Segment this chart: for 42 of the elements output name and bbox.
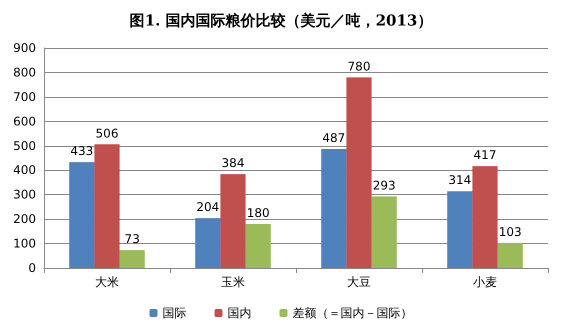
bar xyxy=(94,144,120,268)
bar xyxy=(246,224,271,268)
y-tick-label: 500 xyxy=(13,138,36,153)
y-tick-label: 300 xyxy=(13,188,36,202)
bar xyxy=(321,148,346,268)
data-label: 204 xyxy=(196,200,220,214)
data-label: 780 xyxy=(348,59,370,74)
y-tick-label: 700 xyxy=(13,90,36,104)
data-label: 487 xyxy=(322,130,346,145)
data-label: 506 xyxy=(96,126,118,140)
y-tick-label: 100 xyxy=(13,236,36,251)
bar xyxy=(220,174,246,268)
legend-label: 国际 xyxy=(162,306,186,320)
data-label: 384 xyxy=(222,156,244,170)
data-label: 314 xyxy=(448,173,472,188)
y-tick-label: 200 xyxy=(13,212,36,226)
y-tick-label: 900 xyxy=(13,41,36,55)
data-label: 103 xyxy=(498,224,522,239)
data-label: 293 xyxy=(372,178,396,192)
bar xyxy=(69,162,94,268)
bar xyxy=(498,242,523,268)
bar xyxy=(472,166,498,268)
x-tick-label: 大米 xyxy=(95,275,119,289)
y-tick-label: 0 xyxy=(28,261,36,275)
x-tick-label: 玉米 xyxy=(221,275,245,289)
y-tick-label: 800 xyxy=(13,65,36,80)
x-tick-label: 大豆 xyxy=(347,275,371,289)
bar xyxy=(120,250,145,268)
data-label: 73 xyxy=(124,232,140,246)
bar xyxy=(372,196,397,268)
data-label: 417 xyxy=(474,148,496,162)
chart-title: 图1. 国内国际粮价比较（美元／吨，2013） xyxy=(130,12,432,30)
bar xyxy=(447,191,472,268)
y-tick-label: 400 xyxy=(13,163,36,178)
data-label: 433 xyxy=(70,144,94,158)
legend-label: 国内 xyxy=(228,306,252,320)
x-tick-label: 小麦 xyxy=(473,275,497,289)
legend-label: 差额（＝国内－国际） xyxy=(292,306,412,320)
data-label: 180 xyxy=(246,206,270,220)
bar xyxy=(346,77,372,268)
bar xyxy=(195,218,220,268)
y-tick-label: 600 xyxy=(13,114,36,128)
